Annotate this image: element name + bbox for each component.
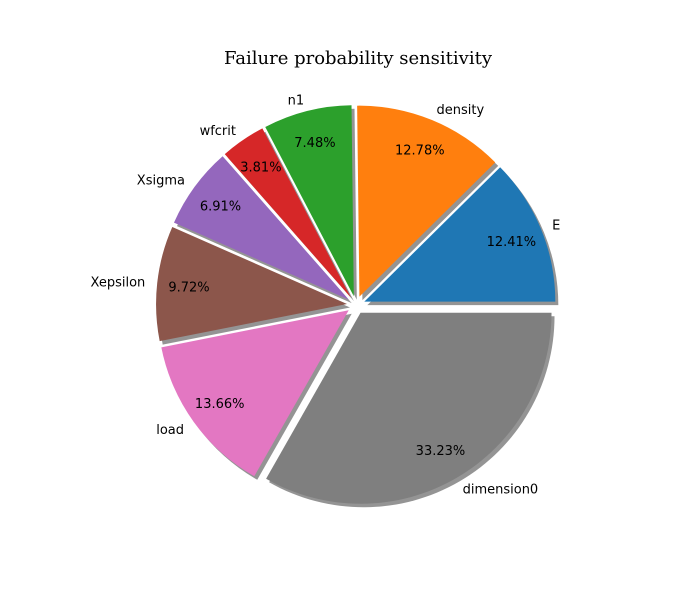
pie-slice-dimension0 — [266, 312, 552, 504]
slice-percent-wfcrit: 3.81% — [240, 160, 281, 175]
pie-slices — [156, 105, 556, 504]
slice-label-load: load — [156, 423, 184, 438]
slice-label-dimension0: dimension0 — [463, 482, 539, 497]
slice-percent-density: 12.78% — [395, 144, 445, 159]
slice-label-xsigma: Xsigma — [137, 174, 185, 189]
slice-labels: E 12.41% density 12.78% n1 7.48% wfcrit 3.81% Xs… — [91, 93, 561, 497]
slice-label-wfcrit: wfcrit — [200, 124, 236, 139]
slice-percent-e: 12.41% — [487, 235, 537, 250]
slice-label-xepsilon: Xepsilon — [91, 276, 146, 291]
slice-label-e: E — [552, 218, 560, 233]
slice-percent-xsigma: 6.91% — [200, 200, 241, 215]
slice-label-n1: n1 — [288, 93, 305, 108]
pie-slice-xsigma — [173, 156, 349, 300]
slice-label-density: density — [437, 103, 485, 118]
pie-slice-wfcrit — [224, 128, 351, 298]
pie-slice-load — [161, 310, 349, 477]
slice-percent-dimension0: 33.23% — [416, 444, 466, 459]
slice-percent-n1: 7.48% — [294, 136, 335, 151]
pie-slice-e — [364, 167, 556, 302]
chart-title: Failure probability sensitivity — [224, 48, 493, 69]
pie-slice-xepsilon — [156, 226, 348, 342]
pie-slice-density — [357, 105, 496, 297]
slice-percent-xepsilon: 9.72% — [168, 281, 209, 296]
pie-slice-n1 — [265, 105, 354, 297]
slice-percent-load: 13.66% — [195, 397, 245, 412]
